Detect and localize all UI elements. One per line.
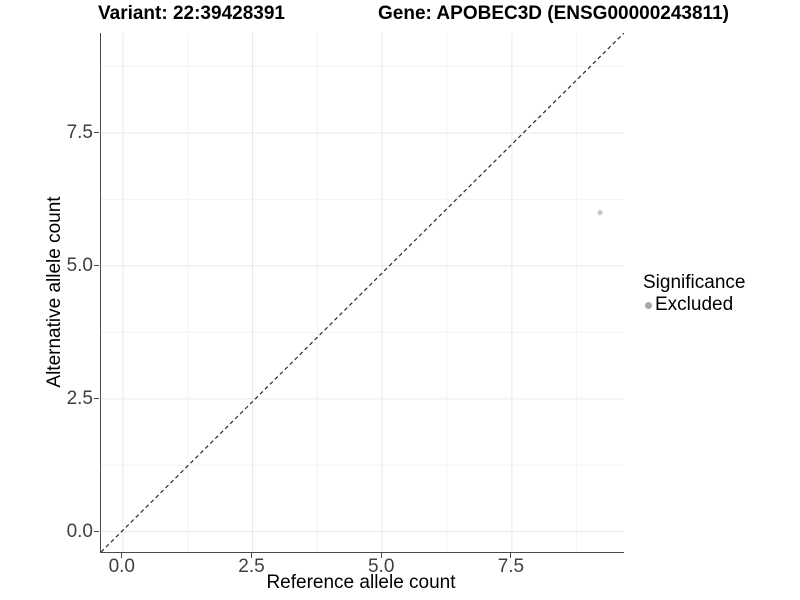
identity-reference-line — [101, 33, 624, 552]
y-axis-tick-mark — [94, 265, 99, 267]
x-tick-label: 7.5 — [497, 556, 525, 577]
y-tick-label: 5.0 — [66, 254, 93, 276]
plot-panel — [100, 33, 624, 553]
legend-item-label: Excluded — [655, 294, 734, 315]
plot-area-svg — [101, 33, 624, 552]
data-point-excluded — [597, 210, 603, 216]
x-tick-label: 0.0 — [108, 556, 135, 577]
x-tick-label: 5.0 — [367, 556, 395, 577]
legend-key-dot-icon — [645, 301, 652, 309]
y-tick-label: 0.0 — [66, 520, 93, 542]
plot-title-variant: Variant: 22:39428391 — [98, 3, 285, 24]
y-axis-tick-mark — [94, 531, 99, 533]
y-axis-tick-mark — [94, 132, 99, 134]
legend-title: Significance — [643, 272, 746, 293]
x-axis-tick-mark — [380, 553, 382, 558]
plot-title-gene: Gene: APOBEC3D (ENSG00000243811) — [378, 3, 729, 24]
y-axis-title: Alternative allele count — [44, 196, 65, 388]
y-tick-label: 7.5 — [66, 121, 93, 143]
legend-item-excluded: Excluded — [643, 294, 745, 316]
y-tick-label: 2.5 — [66, 387, 93, 409]
x-axis-title: Reference allele count — [266, 572, 456, 593]
x-axis-tick-mark — [510, 553, 512, 558]
x-axis-tick-mark — [251, 553, 252, 558]
y-axis-tick-mark — [94, 398, 99, 400]
x-tick-label: 2.5 — [238, 556, 265, 577]
legend: Significance Excluded — [643, 272, 745, 316]
x-axis-tick-mark — [121, 553, 123, 558]
